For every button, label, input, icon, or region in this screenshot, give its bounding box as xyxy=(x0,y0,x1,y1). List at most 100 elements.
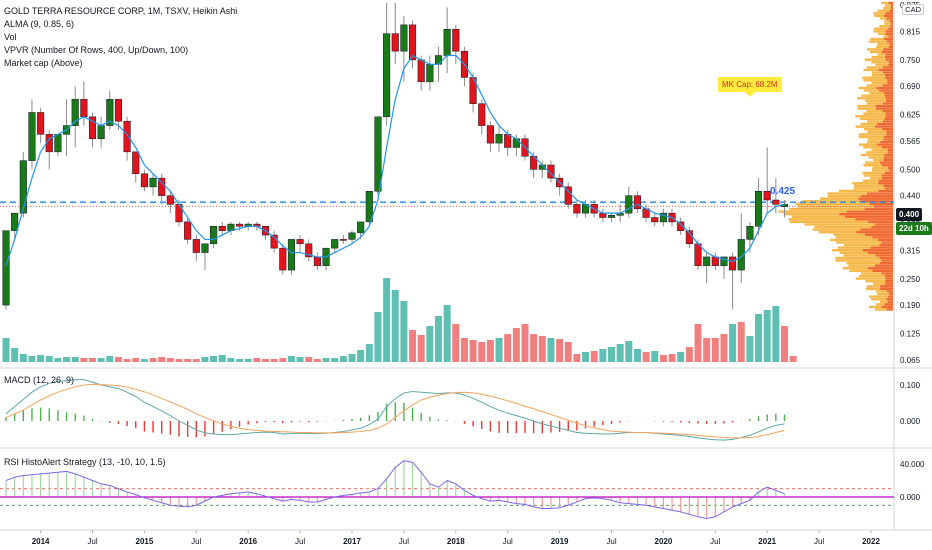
volume-profile-down-row xyxy=(879,161,893,164)
volume-profile-up-row xyxy=(866,102,883,105)
volume-profile-down-row xyxy=(886,17,893,20)
indicator-marketcap-label[interactable]: Market cap (Above) xyxy=(4,58,83,68)
volume-profile-down-row xyxy=(886,133,893,136)
volume-profile-down-row xyxy=(856,231,893,234)
candle-body xyxy=(210,226,218,245)
volume-profile-up-row xyxy=(871,73,885,77)
candle-body xyxy=(486,125,494,144)
candle-body xyxy=(166,195,174,205)
candle-body xyxy=(11,212,19,231)
volume-profile-up-row xyxy=(835,236,873,239)
volume-bar xyxy=(279,358,287,362)
volume-profile-down-row xyxy=(885,277,893,280)
volume-profile-down-row xyxy=(883,156,893,159)
candle-body xyxy=(426,64,434,83)
macd-pane-title[interactable]: MACD (12, 26, 9) xyxy=(4,375,75,385)
volume-bar xyxy=(270,359,278,362)
volume-profile-down-row xyxy=(886,130,893,133)
volume-bar xyxy=(19,354,27,362)
volume-profile-down-row xyxy=(878,68,893,72)
volume-profile-up-row xyxy=(871,81,888,85)
volume-profile-down-row xyxy=(858,197,893,200)
volume-profile-up-row xyxy=(875,63,889,67)
time-tick-label: Jul xyxy=(710,537,720,546)
volume-profile-up-row xyxy=(868,305,882,309)
volume-profile-up-row xyxy=(877,43,890,46)
volume-bar xyxy=(556,339,564,362)
volume-profile-up-row xyxy=(802,200,860,203)
volume-profile-up-row xyxy=(884,4,891,7)
volume-profile-down-row xyxy=(886,297,893,301)
volume-profile-down-row xyxy=(881,305,893,309)
candle-body xyxy=(123,120,131,153)
volume-profile-up-row xyxy=(883,6,892,10)
candle-body xyxy=(763,191,771,201)
volume-profile-down-row xyxy=(888,1,893,5)
volume-profile-down-row xyxy=(875,125,893,128)
volume-bar xyxy=(348,354,356,362)
volume-profile-up-row xyxy=(819,197,859,200)
volume-profile-up-row xyxy=(884,19,890,23)
candle-body xyxy=(296,239,304,245)
volume-profile-down-row xyxy=(883,14,893,18)
volume-bar xyxy=(374,312,382,362)
volume-profile-up-row xyxy=(871,55,885,59)
volume-bar xyxy=(547,338,555,362)
volume-profile-down-row xyxy=(859,200,893,203)
volume-profile-down-row xyxy=(887,166,893,170)
price-tick-label: 0.190 xyxy=(900,301,921,310)
candle-body xyxy=(71,99,79,126)
signal-line xyxy=(5,383,785,439)
volume-profile-down-row xyxy=(881,259,893,262)
volume-profile-down-row xyxy=(888,27,893,30)
volume-profile-up-row xyxy=(864,58,886,61)
rsi-pane-title[interactable]: RSI HistoAlert Strategy (13, -10, 10, 1.… xyxy=(4,457,166,467)
volume-profile-down-row xyxy=(885,187,893,190)
volume-bar xyxy=(443,305,451,362)
candle-body xyxy=(218,226,226,231)
volume-bar xyxy=(729,324,737,362)
volume-profile-down-row xyxy=(882,66,893,69)
volume-profile-up-row xyxy=(871,148,888,151)
candle-body xyxy=(2,230,10,306)
volume-profile-down-row xyxy=(839,212,893,216)
volume-profile-up-row xyxy=(874,27,889,30)
volume-profile-up-row xyxy=(804,223,876,226)
volume-profile-down-row xyxy=(889,43,893,46)
indicator-vpvr-label[interactable]: VPVR (Number Of Rows, 400, Up/Down, 100) xyxy=(4,45,189,55)
volume-profile-down-row xyxy=(885,76,893,79)
volume-bar xyxy=(140,359,148,362)
volume-bar xyxy=(236,359,244,362)
volume-profile-up-row xyxy=(875,290,887,293)
volume-profile-up-row xyxy=(877,32,886,36)
volume-bar xyxy=(11,348,19,362)
volume-profile-down-row xyxy=(872,236,893,239)
volume-profile-down-row xyxy=(875,104,893,108)
volume-profile-up-row xyxy=(855,115,886,118)
volume-profile-up-row xyxy=(867,120,883,123)
volume-profile-up-row xyxy=(871,61,889,64)
volume-profile-up-row xyxy=(869,50,882,54)
time-tick-label: 2018 xyxy=(447,537,465,546)
volume-profile-up-row xyxy=(858,133,887,136)
volume-profile-up-row xyxy=(863,112,886,115)
volume-profile-down-row xyxy=(882,71,893,74)
candle-body xyxy=(305,243,313,258)
volume-profile-down-row xyxy=(877,238,893,242)
volume-profile-up-row xyxy=(870,37,885,41)
market-cap-flag: MK Cap: 68.2M xyxy=(718,77,782,97)
time-tick-label: 2014 xyxy=(32,537,50,546)
volume-bar xyxy=(538,336,546,362)
volume-bar xyxy=(435,316,442,362)
volume-profile-down-row xyxy=(884,37,893,41)
indicator-alma-label[interactable]: ALMA (9, 0.85, 6) xyxy=(4,19,75,29)
volume-bar xyxy=(659,355,667,362)
volume-bar xyxy=(703,338,711,362)
time-tick-label: 2021 xyxy=(758,537,776,546)
volume-bar xyxy=(633,349,641,362)
volume-profile-down-row xyxy=(882,120,893,123)
volume-profile-up-row xyxy=(855,277,886,280)
candle-body xyxy=(339,239,347,241)
indicator-vol-label[interactable]: Vol xyxy=(4,32,17,42)
